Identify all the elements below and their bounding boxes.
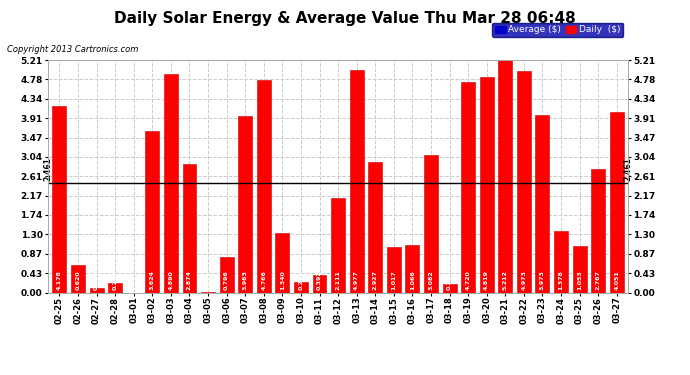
- Text: 2.461: 2.461: [623, 157, 633, 181]
- Bar: [164, 74, 178, 292]
- Text: 3.082: 3.082: [428, 270, 433, 290]
- Text: 0.104: 0.104: [94, 271, 99, 290]
- Bar: [90, 288, 104, 292]
- Text: 3.973: 3.973: [540, 270, 545, 290]
- Bar: [517, 70, 531, 292]
- Bar: [257, 80, 270, 292]
- Bar: [350, 70, 364, 292]
- Text: 3.963: 3.963: [243, 270, 248, 290]
- Bar: [313, 275, 326, 292]
- Text: 0.796: 0.796: [224, 270, 229, 290]
- Bar: [406, 245, 420, 292]
- Text: 4.766: 4.766: [262, 270, 266, 290]
- Bar: [480, 78, 493, 292]
- Text: 2.111: 2.111: [335, 270, 341, 290]
- Bar: [424, 155, 438, 292]
- Text: 2.874: 2.874: [187, 270, 192, 290]
- Text: 1.340: 1.340: [280, 270, 285, 290]
- Text: 1.378: 1.378: [558, 270, 564, 290]
- Text: 4.051: 4.051: [614, 270, 619, 290]
- Text: 0.210: 0.210: [112, 271, 118, 290]
- Bar: [498, 60, 512, 292]
- Bar: [442, 284, 457, 292]
- Bar: [52, 106, 66, 292]
- Text: 0.392: 0.392: [317, 270, 322, 290]
- Bar: [573, 246, 586, 292]
- Bar: [238, 116, 252, 292]
- Text: 2.927: 2.927: [373, 270, 377, 290]
- Text: 0.620: 0.620: [75, 271, 81, 290]
- Text: 4.178: 4.178: [57, 270, 62, 290]
- Text: 4.977: 4.977: [354, 270, 359, 290]
- Bar: [183, 164, 197, 292]
- Text: 4.890: 4.890: [168, 270, 173, 290]
- Text: 2.461: 2.461: [43, 157, 53, 181]
- Text: Daily Solar Energy & Average Value Thu Mar 28 06:48: Daily Solar Energy & Average Value Thu M…: [114, 11, 576, 26]
- Bar: [275, 233, 289, 292]
- Bar: [108, 283, 122, 292]
- Bar: [368, 162, 382, 292]
- Bar: [294, 282, 308, 292]
- Bar: [387, 247, 401, 292]
- Text: 4.973: 4.973: [522, 270, 526, 290]
- Text: 2.767: 2.767: [595, 270, 601, 290]
- Bar: [535, 115, 549, 292]
- Text: 1.017: 1.017: [391, 270, 396, 290]
- Text: 1.066: 1.066: [410, 270, 415, 290]
- Bar: [146, 131, 159, 292]
- Bar: [610, 112, 624, 292]
- Text: 0.201: 0.201: [447, 271, 452, 290]
- Bar: [591, 169, 605, 292]
- Bar: [71, 265, 85, 292]
- Bar: [331, 198, 345, 292]
- Text: Copyright 2013 Cartronics.com: Copyright 2013 Cartronics.com: [7, 45, 138, 54]
- Text: 3.624: 3.624: [150, 270, 155, 290]
- Text: 4.720: 4.720: [466, 270, 471, 290]
- Bar: [461, 82, 475, 292]
- Text: 0.001: 0.001: [206, 271, 210, 290]
- Text: 5.212: 5.212: [503, 270, 508, 290]
- Text: 4.819: 4.819: [484, 270, 489, 290]
- Legend: Average ($), Daily  ($): Average ($), Daily ($): [492, 22, 623, 37]
- Bar: [554, 231, 568, 292]
- Bar: [219, 257, 234, 292]
- Text: 1.053: 1.053: [577, 270, 582, 290]
- Text: 0.228: 0.228: [299, 270, 304, 290]
